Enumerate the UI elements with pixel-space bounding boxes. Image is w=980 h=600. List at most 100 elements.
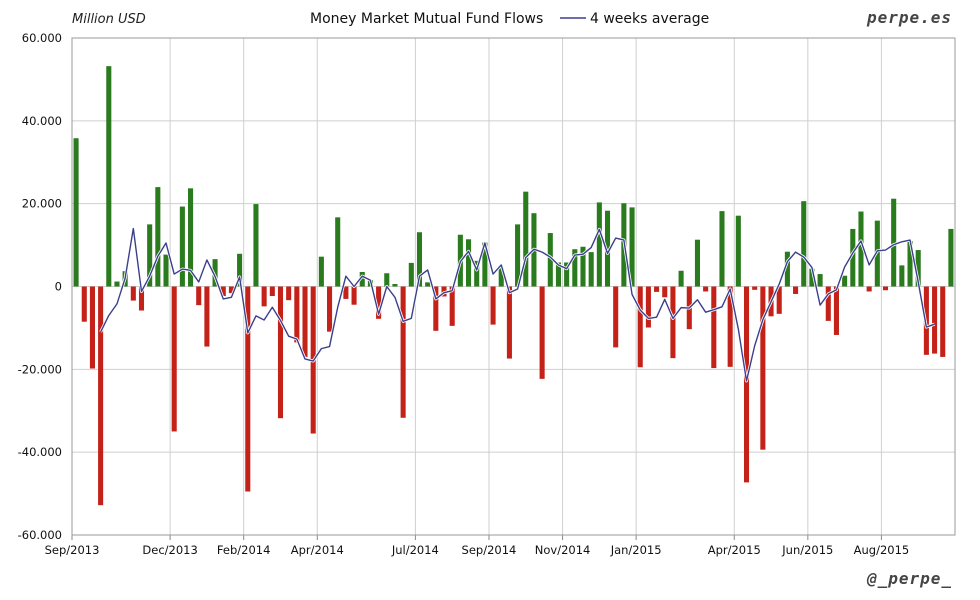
bar: [596, 202, 602, 287]
bar: [564, 262, 570, 287]
bar: [515, 224, 521, 287]
bar: [73, 138, 79, 287]
bar: [735, 215, 741, 287]
bar: [727, 286, 733, 367]
bar: [662, 286, 668, 298]
bar: [801, 201, 807, 287]
bar: [220, 286, 226, 297]
x-tick-label: Jun/2015: [781, 543, 833, 557]
bar: [277, 286, 284, 419]
bar: [809, 268, 815, 287]
footer-brand: @_perpe_: [866, 569, 952, 588]
bar: [269, 286, 275, 297]
bar-layer: [73, 66, 954, 506]
bar: [498, 267, 504, 287]
x-tick-label: Sep/2013: [45, 543, 100, 557]
bar: [343, 286, 349, 299]
y-tick-label: 20.000: [22, 197, 62, 211]
bar: [416, 232, 423, 287]
bar: [760, 286, 766, 450]
bar: [833, 286, 839, 335]
bar: [793, 286, 799, 294]
chart-title: Money Market Mutual Fund Flows: [310, 11, 543, 27]
bar: [743, 286, 750, 483]
bar: [678, 270, 684, 287]
x-tick-label: Jan/2015: [610, 543, 662, 557]
bar: [188, 188, 194, 287]
bar: [866, 286, 872, 292]
bar: [629, 207, 635, 287]
bar: [327, 286, 333, 332]
bar: [637, 286, 643, 368]
bar: [228, 286, 234, 294]
bar: [392, 284, 398, 287]
bar: [261, 286, 267, 307]
bar: [907, 240, 913, 287]
bar: [490, 286, 496, 325]
line-layer: [99, 227, 936, 383]
bar: [588, 252, 594, 287]
bar: [932, 286, 938, 354]
bar: [466, 239, 472, 287]
bar: [318, 256, 324, 287]
y-tick-label: -40.000: [18, 445, 62, 459]
bar: [433, 286, 439, 331]
bar: [253, 204, 259, 287]
bar: [245, 286, 251, 492]
bar: [482, 242, 488, 287]
bar: [539, 286, 545, 379]
bar: [155, 187, 161, 287]
bar: [286, 286, 292, 301]
bar: [106, 66, 112, 287]
bar: [703, 286, 709, 292]
bar: [858, 211, 864, 287]
bar: [81, 286, 87, 322]
bar: [449, 286, 455, 326]
y-tick-label: -60.000: [18, 528, 62, 542]
bar: [237, 253, 243, 287]
bar: [335, 217, 341, 287]
bar: [613, 286, 619, 348]
bar: [752, 286, 758, 290]
bar: [817, 274, 823, 287]
bar: [196, 286, 202, 306]
legend-label: 4 weeks average: [590, 11, 709, 27]
plot-frame: [71, 37, 956, 536]
x-tick-label: Dec/2013: [142, 543, 197, 557]
bar: [670, 286, 676, 359]
bar: [474, 260, 480, 287]
x-tick-label: Feb/2014: [217, 543, 271, 557]
grid-layer: [71, 37, 955, 536]
y-tick-label: 60.000: [22, 31, 62, 45]
x-tick-label: Jul/2014: [391, 543, 439, 557]
bar: [163, 254, 169, 287]
bar: [376, 286, 382, 319]
bar: [645, 286, 651, 328]
unit-label: Million USD: [72, 12, 146, 27]
bar: [89, 286, 95, 369]
bar: [130, 286, 136, 301]
average-line: [99, 227, 935, 382]
bar: [580, 246, 586, 287]
x-tick-label: Aug/2015: [854, 543, 910, 557]
bar: [555, 262, 561, 287]
bar: [940, 286, 946, 357]
bar: [850, 228, 856, 287]
bar: [138, 286, 145, 311]
bar: [506, 286, 512, 359]
bar: [842, 275, 848, 287]
bar: [547, 233, 553, 287]
bar: [171, 286, 177, 432]
bar: [147, 224, 153, 287]
x-tick-label: Sep/2014: [462, 543, 517, 557]
bar: [359, 272, 365, 287]
x-tick-label: Nov/2014: [535, 543, 591, 557]
bar: [179, 206, 185, 287]
y-tick-label: 0: [55, 280, 62, 294]
bar: [212, 259, 218, 287]
x-tick-label: Apr/2014: [291, 543, 344, 557]
bar: [114, 281, 120, 287]
